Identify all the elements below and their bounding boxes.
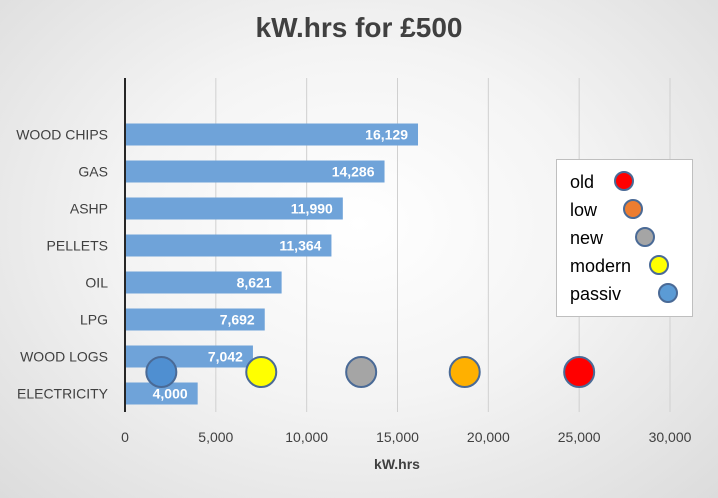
x-tick-label: 5,000	[198, 429, 233, 445]
category-label: LPG	[80, 312, 108, 328]
x-tick-label: 20,000	[467, 429, 510, 445]
bar	[125, 271, 282, 294]
legend-label: low	[570, 200, 598, 220]
bar	[125, 382, 198, 405]
bar	[125, 160, 385, 183]
legend-item: passiv	[557, 282, 692, 310]
data-label: 7,042	[208, 349, 243, 365]
legend-item: modern	[557, 254, 692, 282]
bar	[125, 308, 265, 331]
data-label: 16,129	[365, 127, 408, 143]
chart-title: kW.hrs for £500	[255, 12, 463, 43]
data-label: 11,990	[291, 201, 333, 217]
category-label: OIL	[85, 275, 108, 291]
legend-marker-icon	[658, 283, 678, 303]
data-label: 8,621	[237, 275, 272, 291]
x-tick-label: 15,000	[376, 429, 419, 445]
legend-label: old	[570, 172, 595, 192]
legend-marker-icon	[635, 227, 655, 247]
x-tick-label: 10,000	[285, 429, 328, 445]
category-label: WOOD CHIPS	[16, 127, 108, 143]
marker-point	[345, 356, 378, 388]
data-label: 4,000	[153, 386, 188, 402]
bar	[125, 234, 332, 257]
legend-marker-icon	[623, 199, 643, 219]
data-label: 7,692	[220, 312, 255, 328]
category-label: ASHP	[70, 201, 108, 217]
legend: old low new modern passiv	[556, 159, 693, 317]
x-tick-label: 0	[121, 429, 129, 445]
legend-marker-icon	[649, 255, 669, 275]
legend-marker-icon	[614, 171, 634, 191]
marker-point	[563, 356, 596, 388]
category-label: PELLETS	[47, 238, 108, 254]
legend-item: low	[557, 198, 692, 226]
x-axis-label: kW.hrs	[374, 456, 420, 472]
category-label: ELECTRICITY	[17, 386, 109, 402]
bar	[125, 123, 419, 146]
data-label: 14,286	[332, 164, 375, 180]
marker-point	[448, 356, 481, 388]
category-label: GAS	[78, 164, 108, 180]
legend-label: passiv	[570, 284, 622, 304]
data-label: 11,364	[279, 238, 321, 254]
legend-label: new	[570, 228, 604, 248]
legend-label: modern	[570, 256, 632, 276]
category-label: WOOD LOGS	[20, 349, 108, 365]
marker-point	[245, 356, 278, 388]
legend-item: new	[557, 226, 692, 254]
x-tick-label: 30,000	[649, 429, 692, 445]
x-tick-label: 25,000	[558, 429, 601, 445]
legend-item: old	[557, 170, 692, 198]
bar	[125, 197, 343, 220]
marker-point	[145, 356, 178, 388]
